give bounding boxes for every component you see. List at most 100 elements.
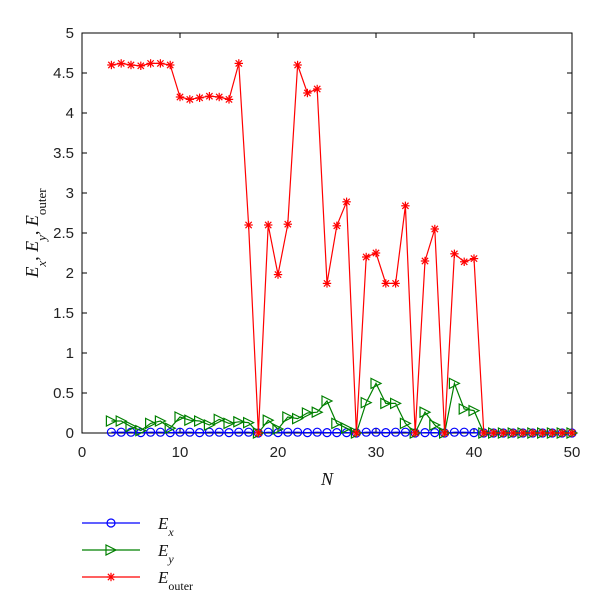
ey-marker <box>399 417 412 430</box>
ex-marker <box>430 428 440 438</box>
eouter-marker <box>567 428 577 438</box>
eouter-marker <box>303 88 312 98</box>
ey-marker <box>458 403 471 415</box>
series-outer <box>107 59 577 438</box>
y-tick-label: 1.5 <box>53 305 74 322</box>
y-axis-label: Ex, Ey, Eouter <box>22 188 49 279</box>
ex-marker <box>312 427 322 437</box>
legend-label-base: E <box>157 541 169 560</box>
ex-marker <box>234 427 244 437</box>
y-tick-label: 3.5 <box>53 145 74 162</box>
plot-frame <box>81 32 573 434</box>
ex-marker <box>106 518 116 528</box>
ey-marker <box>115 415 128 427</box>
eouter-marker <box>371 248 381 258</box>
x-tick-label: 20 <box>270 444 287 461</box>
eouter-marker <box>401 201 410 210</box>
ey-marker <box>341 422 353 435</box>
ey-marker <box>321 395 334 407</box>
eouter-marker <box>411 428 420 438</box>
ex-marker <box>371 427 381 437</box>
x-tick-label: 50 <box>564 444 581 461</box>
ey-marker <box>203 419 216 431</box>
eouter-marker <box>332 221 341 230</box>
ex-marker <box>263 427 273 437</box>
ex-marker <box>195 428 205 438</box>
ex-marker <box>361 427 371 437</box>
ex-marker <box>420 428 430 438</box>
ex-marker <box>469 428 479 438</box>
ey-marker <box>213 413 226 426</box>
x-tick-label: 10 <box>172 444 189 461</box>
y-tick-label: 0 <box>66 425 74 442</box>
ex-marker <box>381 428 391 438</box>
ey-marker <box>105 415 118 427</box>
ey-marker <box>154 415 167 427</box>
ex-marker <box>302 428 312 438</box>
ey-marker <box>184 414 197 427</box>
eouter-marker <box>224 95 234 104</box>
eouter-marker <box>136 61 145 70</box>
eouter-marker <box>322 279 332 288</box>
eouter-marker <box>264 220 273 230</box>
ex-marker <box>332 428 342 438</box>
ey-marker <box>380 397 393 410</box>
ey-marker <box>282 411 295 423</box>
y-tick-label: 4.5 <box>53 65 74 82</box>
legend-item-y: Ey <box>82 541 174 566</box>
ey-marker <box>311 406 324 419</box>
ex-marker <box>185 427 195 437</box>
ey-marker <box>429 419 442 431</box>
y-tick-label: 0.5 <box>53 385 74 402</box>
y-axis-label-part: , <box>22 226 42 235</box>
eouter-marker <box>215 92 224 102</box>
ey-marker <box>292 412 304 425</box>
legend-label: Ey <box>157 541 174 566</box>
ex-marker <box>391 427 401 437</box>
eouter-marker <box>117 59 126 68</box>
eouter-marker <box>107 60 116 70</box>
ey-marker <box>243 416 255 429</box>
axis-labels: 0 10 20 30 40 50 0 0.5 1 1.5 2 2.5 3 3.5 4 4.5 5 N Ex, Ey,… <box>22 25 580 489</box>
eouter-marker <box>313 84 322 94</box>
eouter-marker <box>391 279 400 288</box>
ex-marker <box>400 427 410 437</box>
y-tick-label: 1 <box>66 345 74 362</box>
ey-marker <box>331 417 344 430</box>
ex-marker <box>449 427 459 437</box>
eouter-marker <box>489 428 498 438</box>
ey-marker <box>468 404 481 417</box>
eouter-marker <box>538 428 547 438</box>
eouter-marker <box>126 60 136 70</box>
ey-marker <box>360 396 373 409</box>
ex-marker <box>146 427 156 437</box>
eouter-marker <box>479 428 488 438</box>
y-axis-label-part: E <box>22 267 42 279</box>
eouter-marker <box>548 428 557 438</box>
eouter-marker <box>185 95 194 104</box>
ex-marker <box>244 427 254 437</box>
ex-marker <box>293 427 303 437</box>
ey-marker <box>164 422 177 435</box>
ey-marker <box>448 377 461 390</box>
y-tick-label: 5 <box>66 25 74 42</box>
ey-marker <box>194 415 206 427</box>
ey-marker <box>145 417 157 430</box>
ey-marker <box>272 423 285 435</box>
y-axis-label-part: , <box>22 252 42 261</box>
ex-marker <box>322 428 332 438</box>
y-axis-label-part: x <box>34 261 49 268</box>
ex-marker <box>116 427 126 437</box>
ey-marker <box>174 411 187 423</box>
ex-marker <box>126 427 136 437</box>
ex-marker <box>175 427 185 437</box>
x-axis-label: N <box>320 469 334 489</box>
eouter-series-line <box>111 62 572 434</box>
ey-marker <box>390 397 402 410</box>
eouter-marker <box>166 60 175 70</box>
ey-marker <box>370 377 383 390</box>
eouter-marker <box>499 428 508 438</box>
eouter-marker <box>342 197 351 206</box>
y-tick-label: 3 <box>66 185 74 202</box>
